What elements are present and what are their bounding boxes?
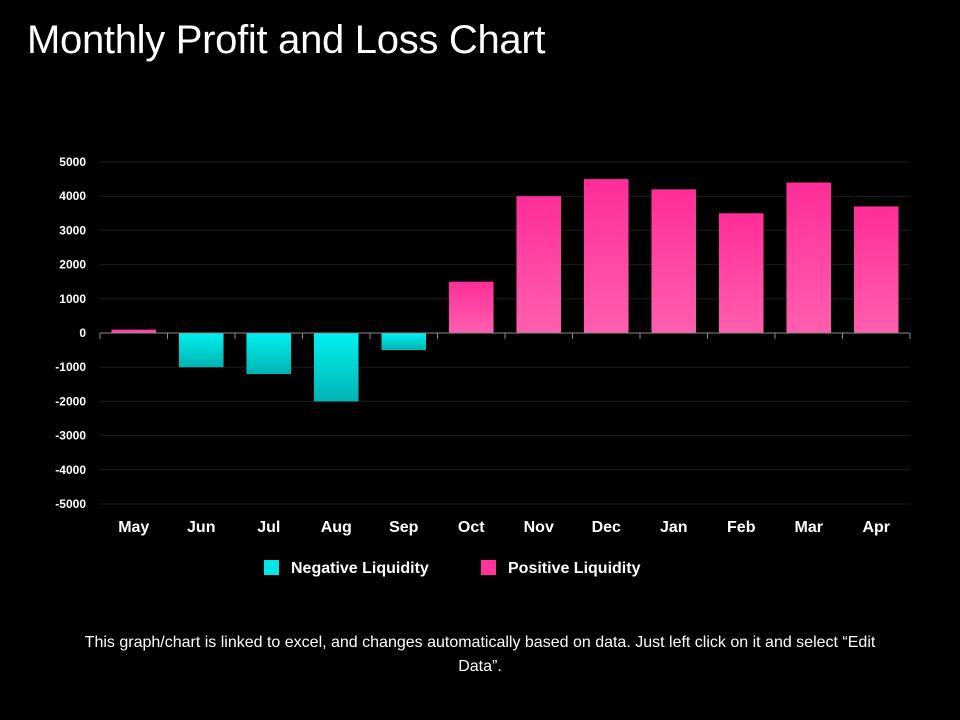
y-axis-ticks: 5000 4000 3000 2000 1000 0 -1000 -2000 -3000 -400… (55, 155, 86, 511)
y-tick-label: -5000 (55, 497, 86, 511)
legend-swatch (264, 560, 279, 575)
x-tick-label: Feb (727, 519, 756, 536)
bar-jul[interactable] (246, 333, 292, 375)
legend: Negative Liquidity Positive Liquidity (264, 560, 641, 577)
y-tick-label: 0 (79, 326, 86, 340)
legend-swatch (481, 560, 496, 575)
bar-dec[interactable] (583, 179, 629, 333)
bar-jun[interactable] (178, 333, 224, 368)
y-tick-label: -2000 (55, 394, 86, 408)
x-axis (99, 332, 911, 339)
y-tick-label: -4000 (55, 463, 86, 477)
gridlines (100, 161, 910, 505)
x-tick-label: Oct (458, 519, 485, 536)
x-tick-label: Jul (257, 519, 280, 536)
x-tick-label: Sep (389, 519, 419, 536)
x-tick-label: Dec (592, 519, 621, 536)
x-axis-ticks: May Jun Jul Aug Sep Oct Nov Dec Jan Feb Mar Apr (118, 519, 890, 536)
y-tick-label: 2000 (59, 258, 86, 272)
x-tick-label: Apr (862, 519, 890, 536)
profit-loss-chart[interactable]: 5000 4000 3000 2000 1000 0 -1000 -2000 -3000 -400… (0, 0, 960, 620)
x-tick-label: Jan (660, 519, 688, 536)
x-tick-label: May (118, 519, 149, 536)
bar-oct[interactable] (448, 281, 494, 333)
bar-may[interactable] (111, 329, 157, 333)
y-tick-label: -1000 (55, 360, 86, 374)
bar-aug[interactable] (313, 333, 359, 402)
legend-label: Positive Liquidity (508, 560, 641, 577)
y-tick-label: -3000 (55, 429, 86, 443)
y-tick-label: 4000 (59, 189, 86, 203)
bar-feb[interactable] (718, 213, 764, 333)
bars (111, 179, 899, 402)
bar-sep[interactable] (381, 333, 427, 351)
bar-apr[interactable] (853, 206, 899, 333)
y-tick-label: 3000 (59, 223, 86, 237)
x-tick-label: Aug (321, 519, 352, 536)
footnote-text: This graph/chart is linked to excel, and… (84, 634, 876, 675)
bar-jan[interactable] (651, 189, 697, 333)
x-tick-label: Jun (187, 519, 215, 536)
x-tick-label: Nov (524, 519, 554, 536)
y-tick-label: 5000 (59, 155, 86, 169)
bar-nov[interactable] (516, 196, 562, 333)
page-title: Monthly Profit and Loss Chart (27, 18, 546, 62)
x-tick-label: Mar (795, 519, 823, 536)
y-tick-label: 1000 (59, 292, 86, 306)
legend-label: Negative Liquidity (291, 560, 429, 577)
bar-mar[interactable] (786, 182, 832, 333)
